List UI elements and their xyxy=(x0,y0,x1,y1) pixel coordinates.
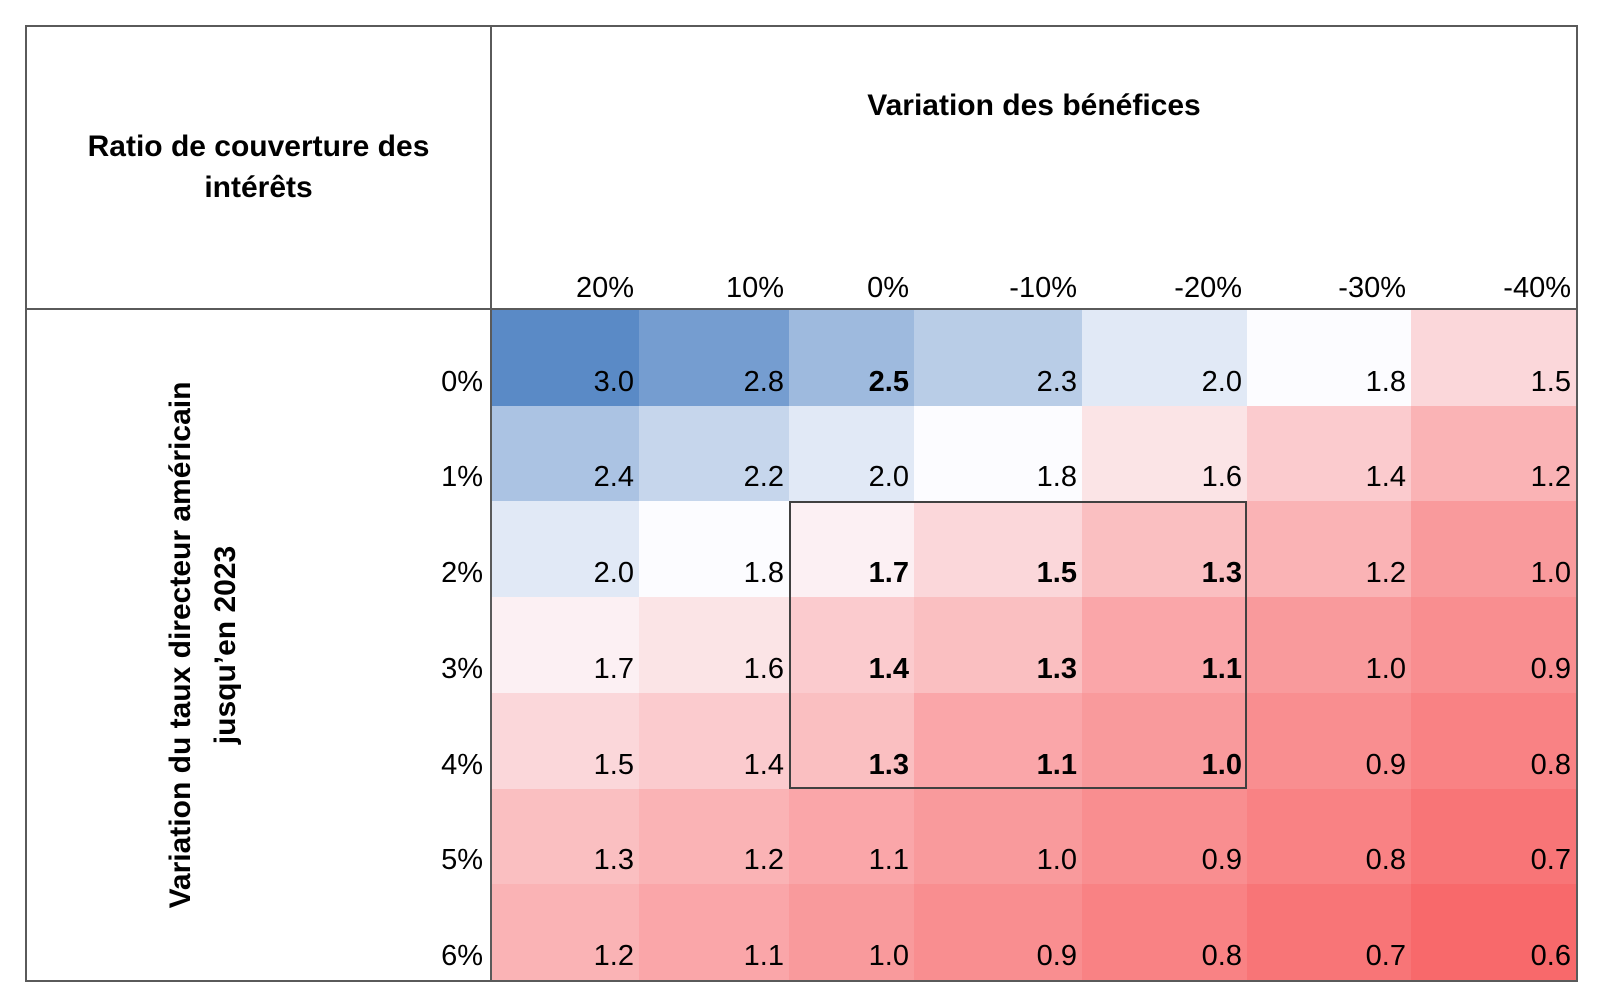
column-label: -20% xyxy=(1174,272,1242,304)
heatmap-cell: 1.0 xyxy=(1082,692,1247,789)
heatmap-cell: 0.9 xyxy=(1247,692,1411,789)
heatmap-cell: 1.6 xyxy=(1082,405,1247,502)
column-label: -30% xyxy=(1338,272,1406,304)
heatmap-cell: 1.1 xyxy=(789,788,914,885)
heatmap-cell: 2.0 xyxy=(1082,310,1247,406)
table-body-band: Variation du taux directeur américain ju… xyxy=(27,310,1576,980)
heatmap-cell: 2.4 xyxy=(492,405,639,502)
heatmap-cell: 0.6 xyxy=(1411,884,1576,980)
heatmap-cell: 1.8 xyxy=(639,501,789,598)
row-label: 6% xyxy=(441,940,483,972)
sensitivity-table: Ratio de couverture des intérêts Variati… xyxy=(25,25,1578,982)
heatmap-cell: 1.8 xyxy=(1247,310,1411,406)
heatmap-cell: 1.0 xyxy=(789,884,914,980)
heatmap-cell: 0.9 xyxy=(1082,788,1247,885)
corner-cell: Ratio de couverture des intérêts xyxy=(27,27,492,308)
heatmap-cell: 1.0 xyxy=(1247,597,1411,693)
row-label: 4% xyxy=(441,748,483,781)
column-label: -40% xyxy=(1503,272,1571,304)
heatmap-cell: 1.2 xyxy=(492,884,639,980)
heatmap-cell: 0.9 xyxy=(914,884,1082,980)
row-labels: 0% 1% 2% 3% 4% 5% 6% xyxy=(350,310,490,980)
heatmap-cell: 2.2 xyxy=(639,405,789,502)
heatmap-cell: 1.4 xyxy=(789,597,914,693)
heatmap-cell: 1.5 xyxy=(492,692,639,789)
heatmap-cell: 1.4 xyxy=(1247,405,1411,502)
heatmap-cell: 3.0 xyxy=(492,310,639,406)
heatmap-cell: 1.6 xyxy=(639,597,789,693)
row-label: 1% xyxy=(441,461,483,494)
row-label: 3% xyxy=(441,652,483,685)
row-axis-title-line2: jusqu’en 2023 xyxy=(209,545,242,745)
heatmap-cell: 0.8 xyxy=(1082,884,1247,980)
heatmap-grid: 3.0 2.8 2.5 2.3 2.0 1.8 1.5 2.4 2.2 2.0 1.8 1.6 1.4 1… xyxy=(492,310,1576,980)
column-label: 0% xyxy=(867,272,909,304)
heatmap-cell: 2.0 xyxy=(492,501,639,598)
heatmap-cell: 1.5 xyxy=(1411,310,1576,406)
heatmap-cell: 2.5 xyxy=(789,310,914,406)
heatmap-cell: 1.0 xyxy=(1411,501,1576,598)
heatmap-cell: 1.1 xyxy=(914,692,1082,789)
row-label: 0% xyxy=(441,365,483,398)
heatmap-cell: 1.7 xyxy=(492,597,639,693)
column-header-area: Variation des bénéfices 20% 10% 0% -10% -20%… xyxy=(492,27,1576,308)
heatmap-cell: 0.8 xyxy=(1247,788,1411,885)
heatmap-cell: 0.9 xyxy=(1411,597,1576,693)
row-label: 2% xyxy=(441,557,483,590)
row-axis-title-line1: Variation du taux directeur américain xyxy=(164,381,197,909)
heatmap-cell: 1.1 xyxy=(1082,597,1247,693)
row-label: 5% xyxy=(441,844,483,877)
heatmap-cell: 1.8 xyxy=(914,405,1082,502)
heatmap-cell: 2.0 xyxy=(789,405,914,502)
heatmap-cell: 0.7 xyxy=(1247,884,1411,980)
heatmap-cell: 1.0 xyxy=(914,788,1082,885)
heatmap-cell: 1.3 xyxy=(789,692,914,789)
column-labels: 20% 10% 0% -10% -20% -30% -40% xyxy=(492,252,1576,308)
heatmap-cell: 1.3 xyxy=(492,788,639,885)
column-label: 20% xyxy=(575,272,634,304)
column-axis-title: Variation des bénéfices xyxy=(867,89,1201,122)
heatmap-cell: 2.3 xyxy=(914,310,1082,406)
corner-title: Ratio de couverture des intérêts xyxy=(87,130,430,204)
heatmap-cell: 1.2 xyxy=(639,788,789,885)
heatmap-cell: 1.2 xyxy=(1411,405,1576,502)
heatmap-cell: 0.7 xyxy=(1411,788,1576,885)
heatmap-cell: 1.7 xyxy=(789,501,914,598)
heatmap-cell: 1.3 xyxy=(1082,501,1247,598)
table-header-band: Ratio de couverture des intérêts Variati… xyxy=(27,27,1576,310)
heatmap-cell: 1.5 xyxy=(914,501,1082,598)
heatmap-cell: 1.4 xyxy=(639,692,789,789)
heatmap-cell: 2.8 xyxy=(639,310,789,406)
row-axis-title: Variation du taux directeur américain ju… xyxy=(158,382,248,909)
row-label-area: Variation du taux directeur américain ju… xyxy=(27,310,492,980)
heatmap-cell: 1.2 xyxy=(1247,501,1411,598)
heatmap-cell: 1.3 xyxy=(914,597,1082,693)
heatmap-cell: 1.1 xyxy=(639,884,789,980)
heatmap-cell: 0.8 xyxy=(1411,692,1576,789)
column-label: 10% xyxy=(725,272,784,304)
column-label: -10% xyxy=(1009,272,1077,304)
